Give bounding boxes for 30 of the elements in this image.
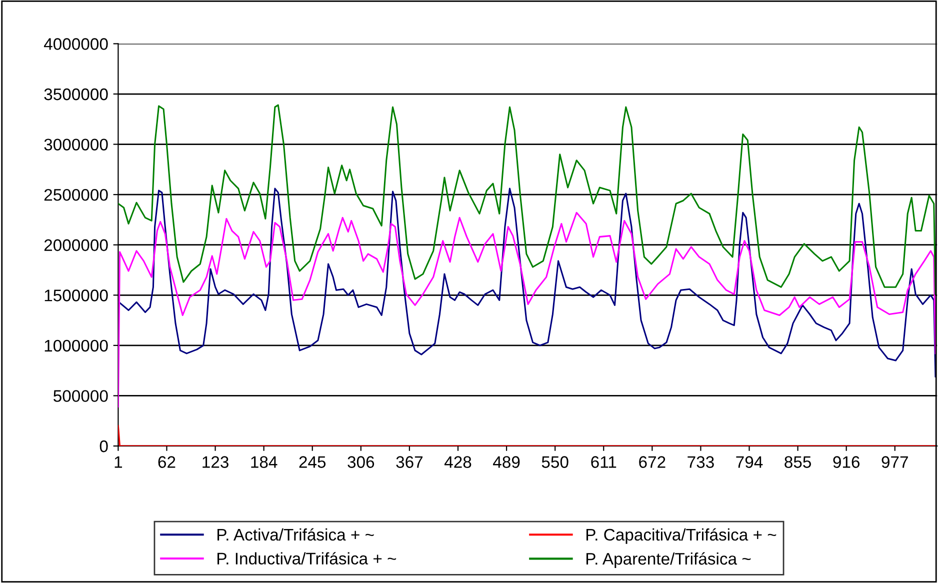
y-tick-label: 3500000	[44, 88, 108, 100]
x-tick-label: 855	[784, 456, 812, 468]
x-tick-label: 1	[114, 456, 122, 468]
x-tick-label: 672	[639, 456, 666, 468]
x-tick-label: 306	[348, 456, 374, 468]
x-tick-label: 916	[833, 456, 860, 468]
x-tick-label: 123	[202, 456, 228, 468]
y-tick-label: 2500000	[44, 188, 108, 201]
y-tick-label: 3000000	[44, 138, 108, 150]
x-tick-label: 245	[299, 456, 326, 468]
x-tick-label: 489	[493, 456, 520, 468]
y-tick-label: 1000000	[44, 340, 108, 352]
y-tick-label: 1500000	[44, 290, 108, 302]
x-tick-label: 611	[591, 456, 616, 468]
y-tick-label: 2000000	[44, 239, 108, 252]
x-tick-label: 977	[882, 456, 908, 468]
y-tick-label: 4000000	[44, 38, 108, 50]
x-tick-label: 794	[736, 456, 763, 468]
legend-label: P. Inductiva/Trifásica + ~	[218, 552, 396, 565]
x-tick-label: 428	[444, 456, 472, 468]
x-tick-label: 62	[158, 456, 176, 468]
x-tick-label: 550	[542, 456, 568, 468]
legend-label: P. Capacitiva/Trifásica + ~	[586, 528, 776, 544]
y-tick-label: 0	[100, 440, 108, 452]
x-tick-label: 733	[688, 456, 714, 468]
x-tick-label: 367	[396, 456, 423, 468]
x-tick-label: 184	[251, 456, 278, 468]
legend-label: P. Activa/Trifásica + ~	[218, 528, 374, 541]
legend-label: P. Aparente/Trifásica ~	[586, 552, 751, 568]
y-tick-label: 500000	[54, 390, 108, 402]
